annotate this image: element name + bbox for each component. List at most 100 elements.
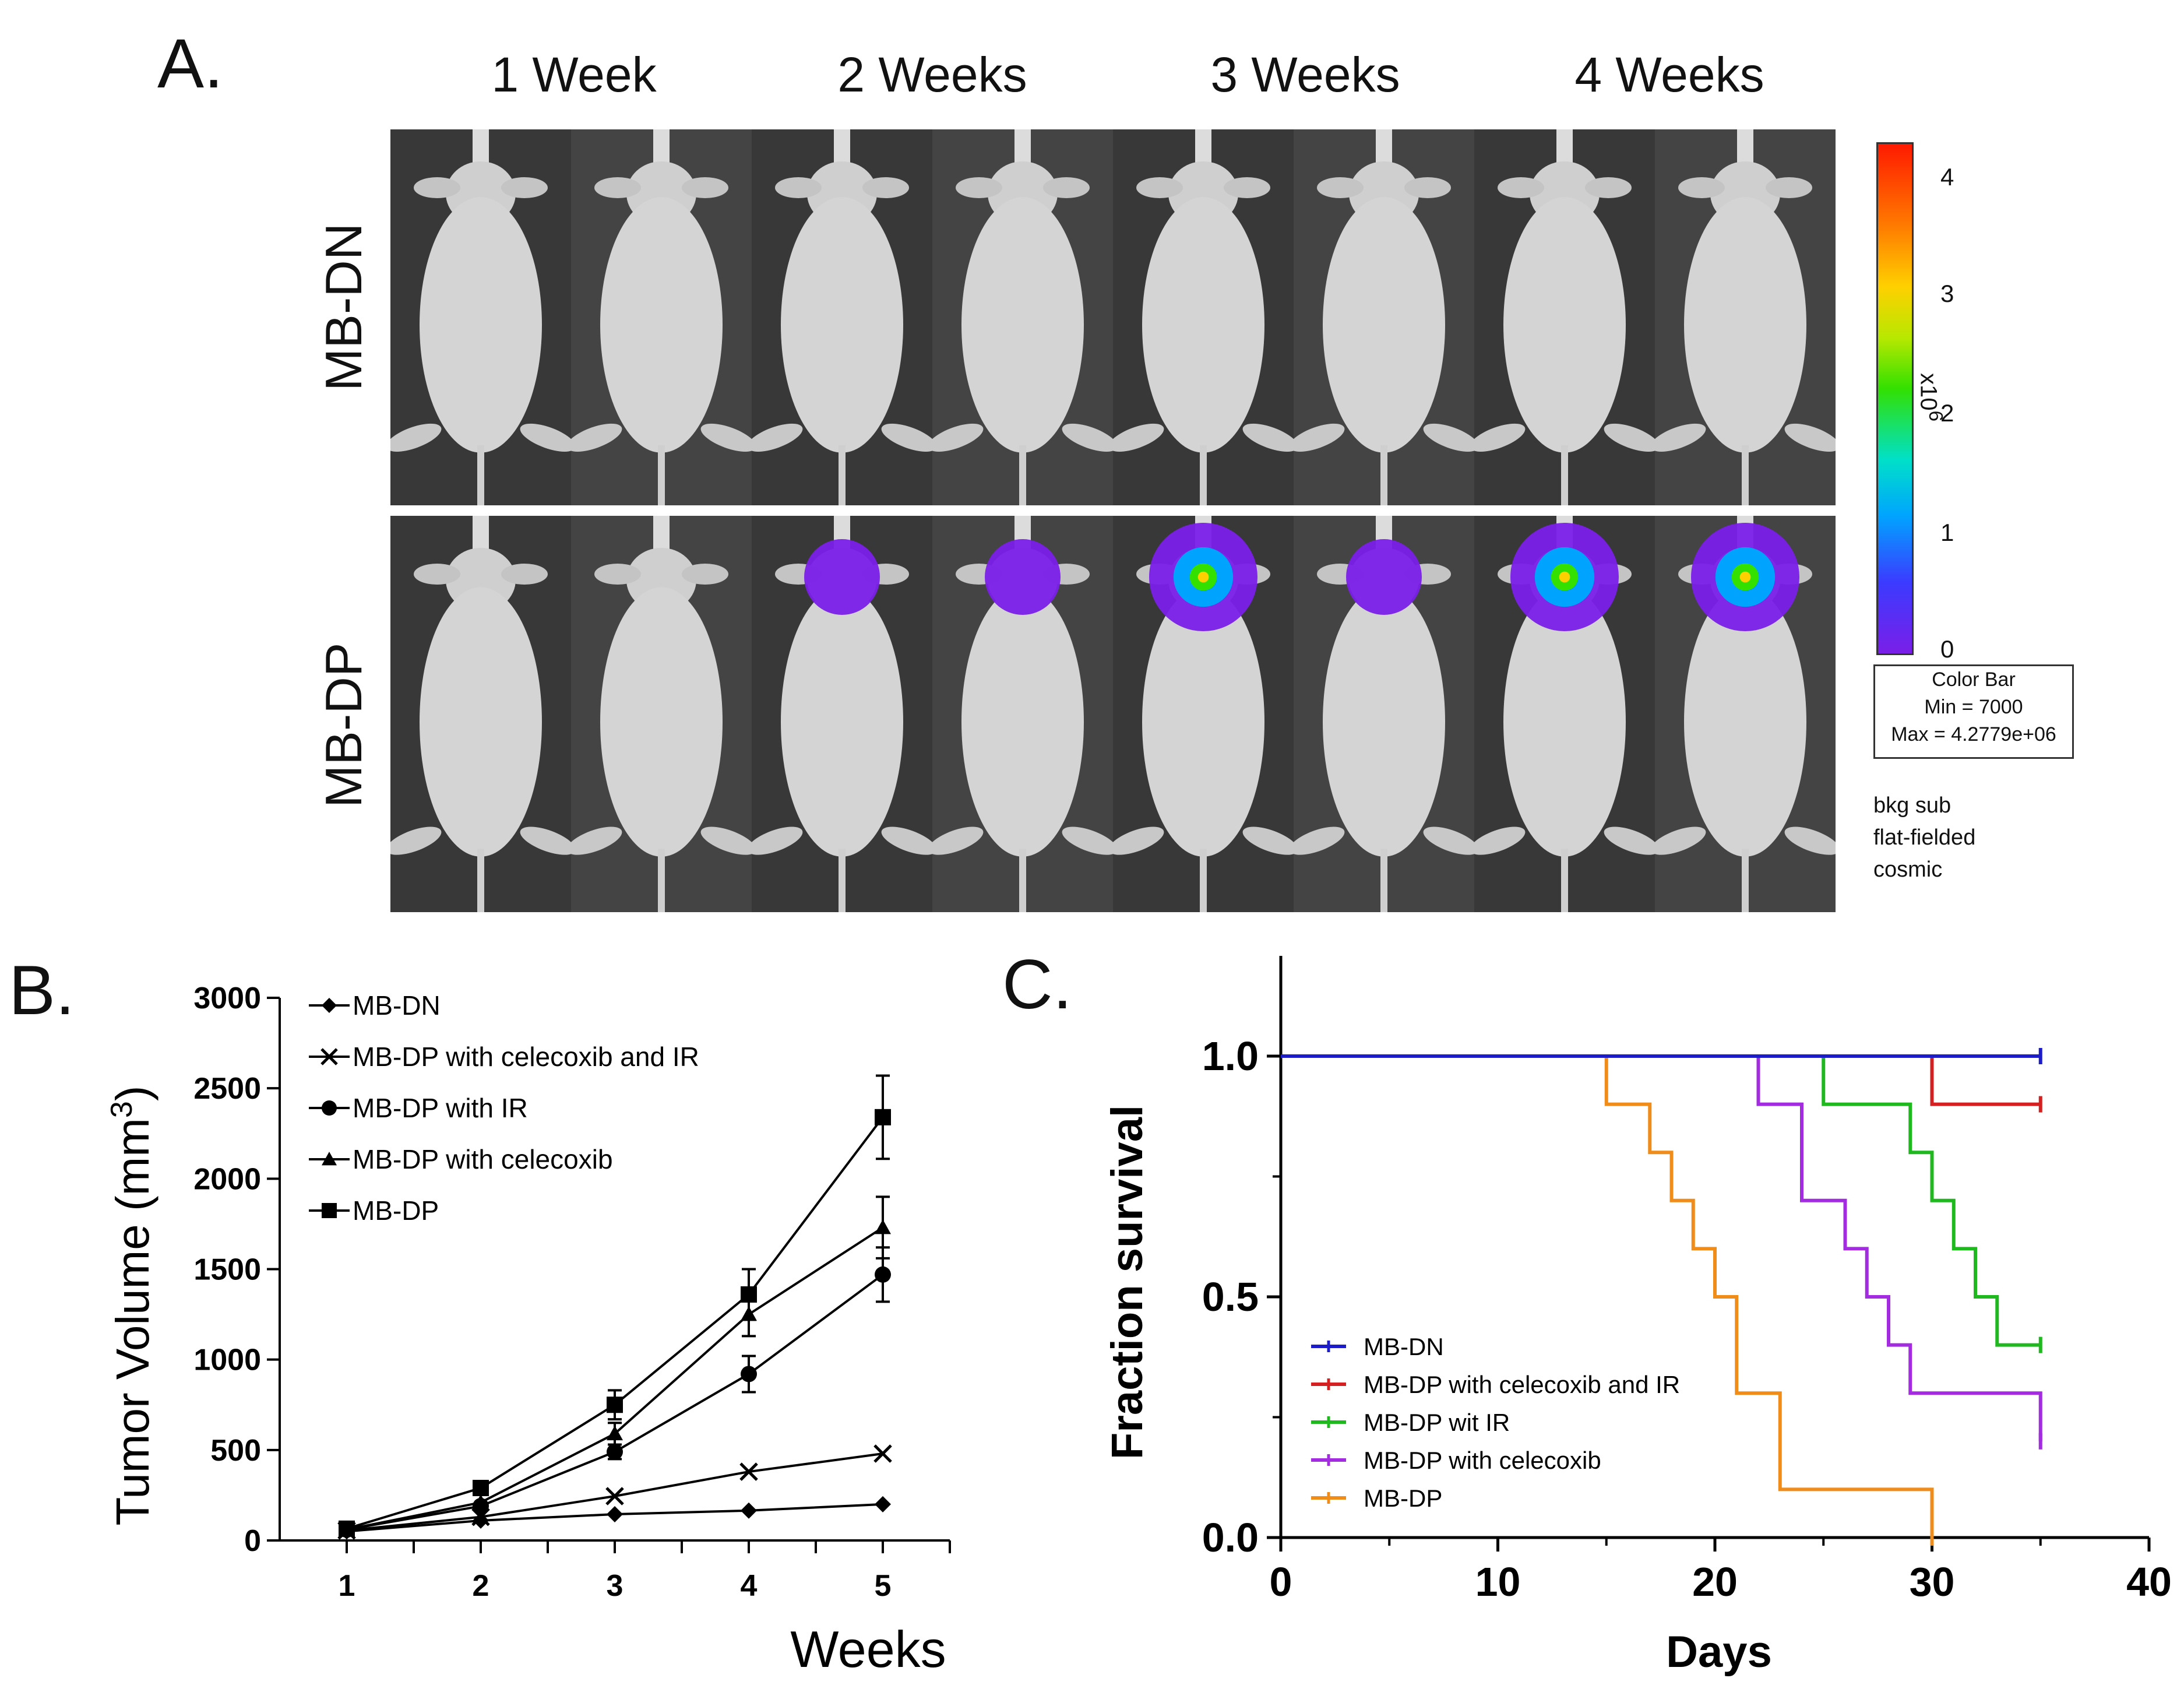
b-legend-label: MB-DN [353, 990, 441, 1021]
colorbar-info-box: Color Bar Min = 7000 Max = 4.2779e+06 [1873, 664, 2074, 759]
c-x-tick-label: 40 [2126, 1559, 2172, 1605]
processing-notes: bkg sub flat-fielded cosmic [1873, 790, 1975, 886]
c-y-tick-label: 0.5 [1202, 1274, 1259, 1320]
c-legend-item: MB-DP with celecoxib and IR [1311, 1371, 1680, 1398]
b-y-tick-label: 1500 [193, 1253, 261, 1287]
b-data-point [739, 1462, 758, 1481]
c-legend-item: MB-DP [1311, 1485, 1442, 1512]
b-y-tick-label: 0 [244, 1524, 261, 1558]
b-data-point [873, 1444, 892, 1463]
colorbar-exponent: x106 [1915, 373, 1946, 422]
b-legend-marker [322, 1152, 337, 1166]
b-x-tick-label: 1 [339, 1569, 355, 1603]
c-x-tick-label: 10 [1475, 1559, 1521, 1605]
mb-dp-mouse-4 [928, 516, 1118, 912]
b-data-point [875, 1266, 891, 1283]
b-data-point [607, 1396, 623, 1413]
c-x-tick-label: 20 [1692, 1559, 1738, 1605]
colorbar-box-min: Min = 7000 [1924, 696, 2023, 718]
mb-dn-mouse-6 [1289, 129, 1479, 505]
mb-dn-image-strip [390, 129, 1836, 505]
c-x-axis-label: Days [1666, 1627, 1772, 1677]
b-legend-item: MB-DN [309, 990, 441, 1021]
tumor-volume-chart: 0 500 1000 1500 2000 2500 3000 1 2 3 4 5 MB-DN MB-DP… [105, 982, 951, 1678]
b-data-point [607, 1506, 623, 1523]
b-x-tick-label: 2 [473, 1569, 489, 1603]
mb-dn-mouse-2 [566, 129, 756, 505]
b-x-axis-label: Weeks [790, 1620, 946, 1678]
c-legend-label: MB-DP wit IR [1364, 1409, 1510, 1436]
mb-dp-mouse-3 [747, 516, 937, 912]
luminescence-color-bar [1876, 142, 1914, 655]
note-flat-fielded: flat-fielded [1873, 825, 1976, 850]
b-data-point [607, 1425, 623, 1441]
c-legend-label: MB-DP [1364, 1485, 1442, 1512]
b-legend-marker [320, 1048, 338, 1065]
b-legend-label: MB-DP with celecoxib and IR [353, 1042, 699, 1072]
b-data-point [473, 1512, 489, 1529]
b-legend-marker [322, 1203, 337, 1218]
c-series-line-2 [1281, 1054, 2041, 1347]
c-series-line-4 [1281, 1054, 1934, 1538]
week-label-3: 3 Weeks [1210, 47, 1400, 102]
c-legend-label: MB-DP with celecoxib [1364, 1447, 1601, 1474]
b-series-line [346, 1226, 884, 1531]
colorbar-tick-3: 3 [1940, 280, 1954, 307]
b-data-point [607, 1443, 623, 1460]
c-legend-label: MB-DN [1364, 1333, 1444, 1360]
mb-dp-mouse-8 [1650, 516, 1836, 912]
b-x-tick-label: 4 [741, 1569, 758, 1603]
b-data-point [473, 1494, 489, 1510]
c-y-axis-label: Fraction survival [1102, 1105, 1152, 1459]
b-x-tick-label: 5 [875, 1569, 892, 1603]
c-series-line-3 [1281, 1054, 2042, 1441]
b-series-line [346, 1116, 884, 1530]
colorbar-tick-4: 4 [1940, 163, 1954, 191]
b-data-point [741, 1366, 757, 1383]
b-data-point [473, 1480, 489, 1497]
mb-dn-mouse-8 [1650, 129, 1836, 505]
week-label-4: 4 Weeks [1574, 47, 1764, 102]
c-legend-label: MB-DP with celecoxib and IR [1364, 1371, 1680, 1398]
row-label-mb-dp: MB-DP [315, 642, 372, 808]
b-series-4 [339, 1074, 891, 1537]
b-legend-item: MB-DP with IR [309, 1093, 528, 1123]
b-series-0 [339, 1496, 891, 1540]
b-x-tick-label: 3 [607, 1569, 624, 1603]
c-legend-item: MB-DN [1311, 1333, 1444, 1360]
c-legend-item: MB-DP with celecoxib [1311, 1447, 1601, 1474]
b-legend-label: MB-DP [353, 1195, 439, 1226]
b-legend-label: MB-DP with IR [353, 1093, 528, 1123]
colorbar-tick-0: 0 [1940, 635, 1954, 663]
c-series-line-1 [1281, 1054, 2041, 1106]
mb-dn-mouse-7 [1470, 129, 1660, 505]
b-data-point [741, 1286, 757, 1303]
b-y-tick-label: 500 [210, 1434, 261, 1468]
b-y-axis-label: Tumor Volume (mm3) [105, 1086, 158, 1526]
mb-dp-mouse-6 [1289, 516, 1479, 912]
note-bkg-sub: bkg sub [1873, 793, 1951, 818]
panel-a-letter: A. [157, 24, 224, 103]
b-y-tick-label: 1000 [193, 1343, 261, 1377]
c-y-tick-label: 1.0 [1202, 1033, 1259, 1079]
mb-dn-mouse-3 [747, 129, 937, 505]
b-legend-marker [322, 1100, 337, 1116]
b-data-point [339, 1520, 355, 1537]
b-data-point [875, 1109, 891, 1125]
b-legend-label: MB-DP with celecoxib [353, 1144, 613, 1174]
c-x-tick-label: 30 [1910, 1559, 1955, 1605]
b-legend-item: MB-DP [309, 1195, 439, 1226]
mb-dp-mouse-7 [1470, 516, 1660, 912]
note-cosmic: cosmic [1873, 857, 1943, 882]
colorbar-box-title: Color Bar [1932, 669, 2016, 691]
colorbar-tick-1: 1 [1940, 519, 1954, 546]
row-label-mb-dn: MB-DN [315, 223, 372, 391]
c-x-tick-label: 0 [1270, 1559, 1292, 1605]
mb-dn-mouse-5 [1108, 129, 1298, 505]
c-y-tick-label: 0.0 [1202, 1515, 1259, 1560]
mb-dp-mouse-2 [566, 516, 756, 912]
mb-dn-mouse-4 [928, 129, 1118, 505]
b-legend-marker [322, 998, 337, 1013]
b-y-tick-label: 3000 [193, 982, 261, 1015]
colorbar-box-max: Max = 4.2779e+06 [1891, 723, 2056, 745]
